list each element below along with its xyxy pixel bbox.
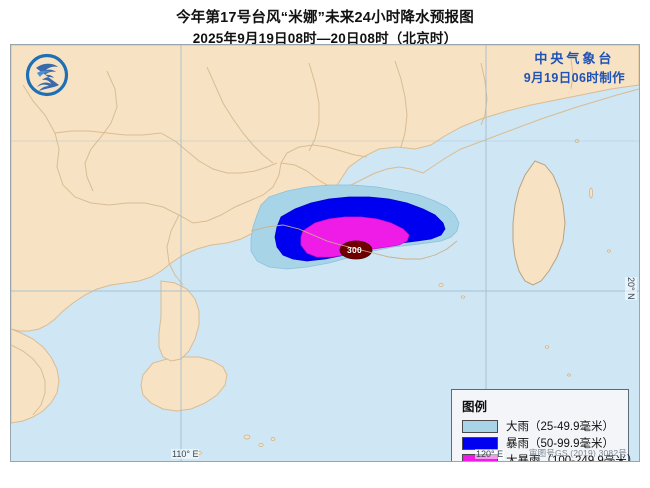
legend-label-rainstorm: 暴雨（50-99.9毫米） — [506, 438, 615, 450]
landmass-hainan — [140, 356, 228, 412]
legend-title: 图例 — [462, 400, 488, 414]
small-islands — [196, 139, 611, 455]
legend-item-rainstorm: 暴雨（50-99.9毫米） — [462, 435, 620, 451]
agency-name: 中央气象台 — [534, 51, 615, 66]
cma-dragon-logo-icon — [23, 51, 71, 99]
axis-tick-longitude-110: 110° E — [171, 449, 200, 459]
map-approval-number: 审图号GS (2019) 3082号 — [528, 448, 627, 458]
precip-area-heavy-rainstorm — [300, 216, 410, 258]
legend-label-heavy-rainstorm: 大暴雨（100-249.9毫米） — [506, 455, 639, 461]
landmass-leizhou — [158, 280, 200, 362]
agency-credit: 中央气象台 9月19日06时制作 — [524, 49, 625, 87]
page-title: 今年第17号台风“米娜”未来24小时降水预报图 2025年9月19日08时—20… — [0, 8, 650, 49]
coastline-overlay — [250, 224, 458, 260]
legend-swatch-rainstorm — [462, 436, 498, 450]
graticule — [11, 45, 639, 461]
map-canvas[interactable]: 300 中央气象台 9月19日06时制作 图例 大雨（25-49.9毫 — [11, 45, 639, 461]
legend-swatch-heavy-rain — [462, 419, 498, 433]
precip-area-extreme-rainstorm — [339, 240, 373, 260]
title-main-line: 今年第17号台风“米娜”未来24小时降水预报图 — [176, 10, 474, 26]
agency-issue-time: 9月19日06时制作 — [523, 70, 625, 85]
title-sub-line: 2025年9月19日08时—20日08时（北京时） — [192, 31, 458, 47]
axis-tick-latitude-20: 20° N — [625, 277, 637, 300]
legend-label-heavy-rain: 大雨（25-49.9毫米） — [506, 421, 615, 433]
axis-tick-longitude-120: 120° E — [475, 449, 505, 459]
landmass-taiwan — [512, 160, 566, 286]
indochina-border — [11, 344, 46, 416]
legend-item-heavy-rain: 大雨（25-49.9毫米） — [462, 418, 620, 434]
province-borders — [22, 58, 639, 286]
landmass-indochina — [11, 328, 60, 424]
map-panel[interactable]: 300 中央气象台 9月19日06时制作 图例 大雨（25-49.9毫 — [10, 44, 640, 462]
contour-value-label: 300 — [347, 245, 363, 255]
